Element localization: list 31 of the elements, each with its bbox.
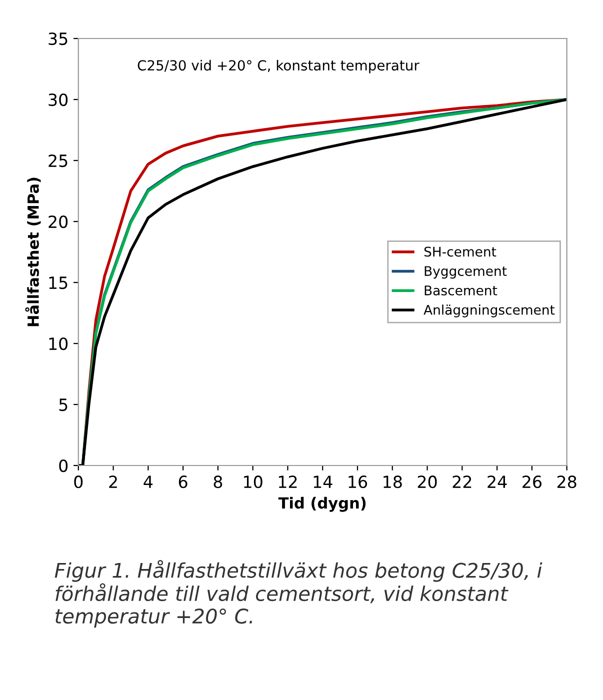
y-tick-label: 35 [48, 32, 68, 46]
x-tick-label: 10 [244, 476, 262, 488]
text: C25/30 vid +20° C, konstant temperatur [138, 60, 420, 74]
x-tick-label: 2 [109, 476, 117, 488]
x-tick-label: 28 [557, 476, 576, 488]
x-tick-label: 12 [278, 476, 297, 488]
legend-label: Bascement [424, 286, 498, 296]
legend-label: Anläggningscement [424, 304, 555, 318]
x-tick-label: 8 [214, 476, 222, 488]
x-tick-label: 4 [144, 476, 153, 488]
x-axis-title: Tid (dygn) [278, 496, 366, 512]
y-tick-label: 15 [49, 276, 68, 290]
legend-label: Byggcement [424, 266, 507, 279]
x-tick-label: 24 [488, 476, 507, 488]
x-tick-label: 16 [348, 476, 368, 488]
x-tick-label: 0 [74, 476, 83, 488]
y-tick-label: 0 [59, 459, 68, 472]
legend-label: SH-cement [424, 246, 496, 257]
x-tick-label: 20 [418, 476, 437, 488]
y-tick-label: 30 [48, 93, 68, 106]
x-tick-label: 6 [178, 476, 188, 488]
y-tick-label: 25 [48, 154, 68, 168]
x-tick-label: 14 [314, 476, 332, 488]
text: Figur 1. Hållfasthetstillväxt hos betong C25/30, i förhållande till vald cementsort, vid konstant temperatur +20° C. [54, 560, 542, 628]
y-tick-label: 5 [59, 398, 68, 412]
x-tick-label: 18 [384, 476, 402, 488]
y-axis-title: Hållfasthet (MPa) [25, 178, 41, 326]
y-tick-label: 20 [48, 215, 68, 228]
x-tick-label: 22 [452, 476, 472, 488]
y-tick-label: 10 [49, 337, 68, 350]
x-tick-label: 26 [522, 476, 542, 488]
